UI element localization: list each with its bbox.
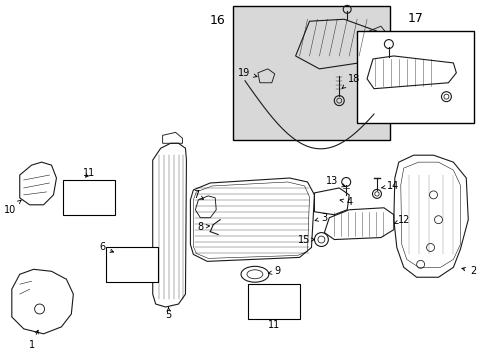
Text: 19: 19 <box>237 68 257 78</box>
Text: 5: 5 <box>165 307 171 320</box>
Text: 14: 14 <box>381 181 398 191</box>
Bar <box>106 247 157 282</box>
Text: 12: 12 <box>394 215 409 225</box>
Text: 16: 16 <box>209 14 224 27</box>
Text: 7: 7 <box>193 190 203 200</box>
Text: 3: 3 <box>314 213 327 223</box>
Text: 17: 17 <box>407 12 423 25</box>
Text: 6: 6 <box>99 243 113 252</box>
Bar <box>247 284 299 319</box>
Text: 11: 11 <box>83 168 95 178</box>
Text: 9: 9 <box>268 266 280 276</box>
Bar <box>356 31 473 123</box>
Bar <box>233 6 389 140</box>
Text: 8: 8 <box>197 222 209 231</box>
Text: 2: 2 <box>461 266 475 276</box>
Text: 10: 10 <box>4 200 21 215</box>
Bar <box>63 180 115 215</box>
Text: 11: 11 <box>267 320 279 330</box>
Text: 15: 15 <box>298 234 314 244</box>
Text: 4: 4 <box>340 197 351 207</box>
Text: 13: 13 <box>325 176 345 187</box>
Text: 18: 18 <box>342 74 360 88</box>
Text: 1: 1 <box>28 330 38 350</box>
